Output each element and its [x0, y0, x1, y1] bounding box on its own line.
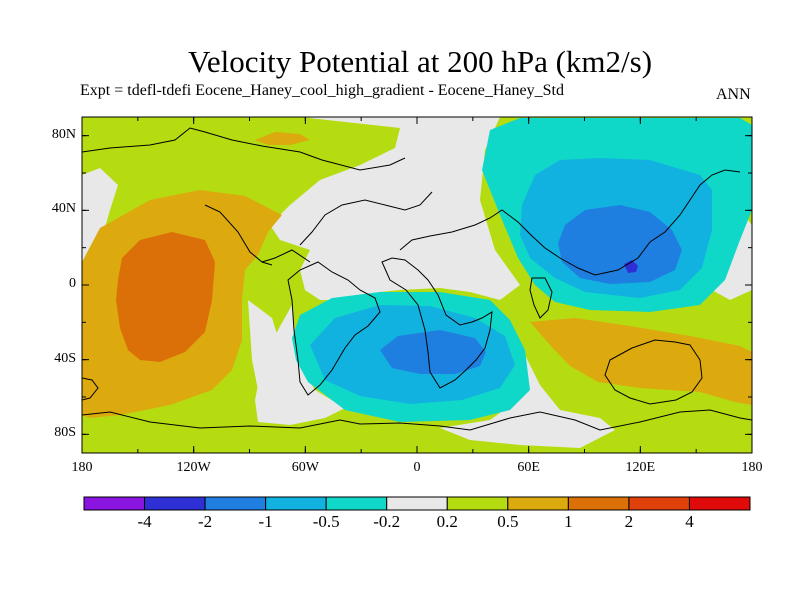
- latitude-tick-label: 40S: [54, 350, 76, 366]
- strong-negative-region-asia-pacific: [558, 205, 682, 284]
- colorbar-tick-label: -1: [258, 512, 273, 531]
- latitude-tick-label: 40N: [51, 201, 76, 217]
- coastline-north-america: [82, 127, 433, 266]
- strong-negative-region-atlantic-africa: [380, 330, 486, 374]
- latitude-tick-label: 0: [69, 276, 76, 291]
- colorbar-box: [144, 496, 206, 511]
- latitude-tick-label: 80S: [54, 425, 76, 441]
- neutral-region-midpacific: [248, 300, 282, 400]
- longitude-tick-label: 180: [741, 460, 763, 475]
- colorbar-box: [386, 496, 448, 511]
- colorbar-box: [567, 496, 630, 511]
- axis-ticks: [81, 117, 753, 453]
- coastline-india: [529, 277, 553, 319]
- colorbar-box: [204, 496, 267, 511]
- longitude-tick-label: 120W: [176, 460, 211, 475]
- colorbar-tick-label: -2: [197, 512, 213, 531]
- colorbar-tick-label: 0.5: [497, 512, 519, 531]
- colorbar: [83, 496, 751, 511]
- colorbar-box: [83, 496, 146, 511]
- positive-region-indian-australia: [530, 318, 752, 405]
- colorbar-box: [446, 496, 509, 511]
- experiment-subtitle: Expt = tdefl-tdefi Eocene_Haney_cool_hig…: [80, 82, 564, 99]
- longitude-tick-label: 60W: [291, 460, 319, 475]
- neutral-region-arctic: [270, 117, 520, 300]
- coastline-antarctica: [82, 409, 752, 431]
- colorbar-box: [265, 496, 327, 511]
- positive-region-north: [255, 132, 310, 145]
- colorbar-tick-label: 2: [624, 512, 634, 531]
- longitude-tick-label: 0: [413, 460, 421, 475]
- colorbar-tick-label: 0.2: [436, 512, 458, 531]
- longitude-tick-label: 60E: [517, 460, 540, 475]
- colorbar-tick-label: -4: [137, 512, 152, 531]
- longitude-tick-label: 180: [71, 460, 93, 475]
- strong-positive-region-pacific: [116, 232, 215, 362]
- colorbar-tick-label: 4: [685, 512, 694, 531]
- colorbar-box: [628, 496, 690, 511]
- colorbar-tick-label: -0.2: [373, 512, 401, 531]
- latitude-tick-label: 80N: [51, 126, 76, 142]
- season-label: ANN: [716, 86, 751, 103]
- colorbar-tick-label: -0.5: [312, 512, 340, 531]
- map-field: [82, 117, 752, 453]
- coastline-africa: [381, 257, 493, 389]
- colorbar-box: [325, 496, 388, 511]
- coastlines: [82, 127, 752, 431]
- longitude-tick-label: 120E: [625, 460, 656, 475]
- colorbar-tick-label: 1: [564, 512, 573, 531]
- colorbar-box: [688, 496, 751, 511]
- colorbar-box: [507, 496, 569, 511]
- chart-title: Velocity Potential at 200 hPa (km2/s): [187, 44, 653, 79]
- extreme-negative-spot: [624, 260, 638, 273]
- coastline-west-edge: [82, 377, 99, 401]
- coastline-europe-asia: [399, 169, 741, 276]
- coastline-south-america: [287, 261, 381, 396]
- coastline-australia: [604, 339, 703, 405]
